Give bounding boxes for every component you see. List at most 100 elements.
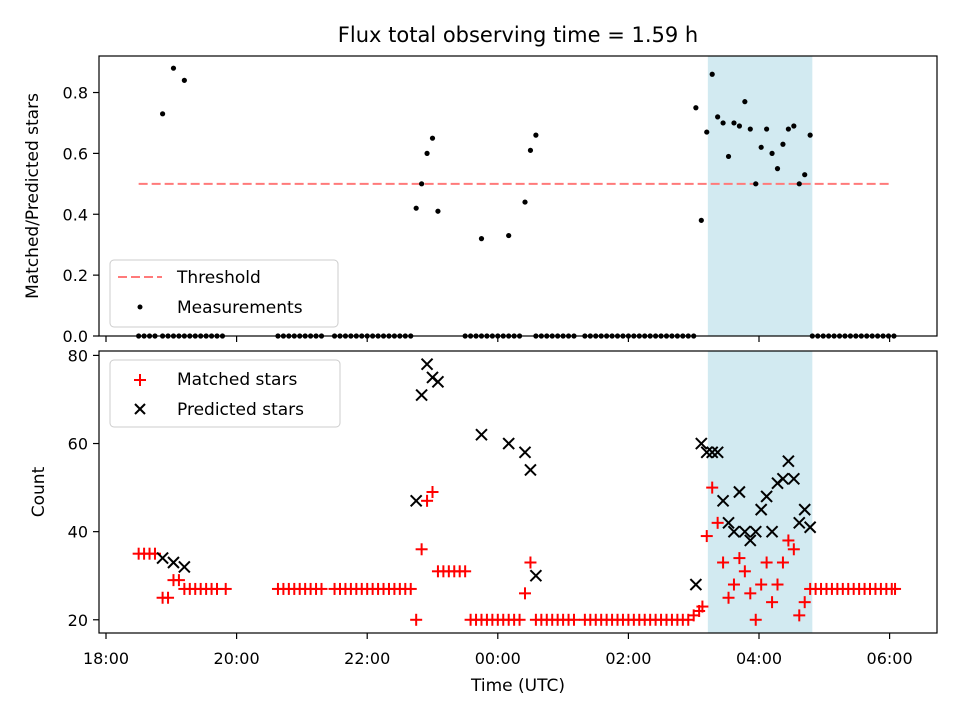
predicted-point [529, 569, 543, 582]
measurement-point [709, 71, 715, 77]
y-tick-label: 0.8 [63, 84, 88, 103]
bottom-legend: Matched stars Predicted stars [109, 359, 341, 428]
predicted-point [749, 525, 762, 538]
predicted-point [793, 516, 806, 530]
x-tick-label: 00:00 [475, 649, 521, 668]
matched-point [513, 613, 526, 626]
measurement-point [693, 105, 699, 111]
predicted-point [733, 485, 746, 499]
matched-point [172, 574, 185, 587]
matched-point [744, 587, 757, 600]
matched-legend-swatch [134, 374, 146, 386]
predicted-point [475, 428, 488, 441]
predicted-point [695, 437, 708, 450]
y-tick-label: 60 [68, 435, 88, 454]
predicted-point [502, 437, 515, 450]
top-y-axis: 0.0 0.2 0.4 0.6 0.8 [63, 84, 99, 346]
measurement-point [791, 123, 797, 129]
predicted-point [415, 388, 428, 402]
y-tick-label: 20 [68, 611, 88, 630]
x-tick-label: 06:00 [867, 649, 913, 668]
x-tick-label: 02:00 [605, 649, 651, 668]
measurement-point [419, 181, 425, 187]
matched-point [798, 596, 811, 609]
matched-point [219, 582, 232, 595]
matched-point [315, 582, 328, 595]
measurement-point [715, 114, 721, 120]
predicted-point [798, 503, 811, 516]
measurement-point [435, 208, 441, 214]
chart-title: Flux total observing time = 1.59 h [338, 23, 698, 47]
measurement-point [533, 132, 539, 138]
predicted-point [431, 375, 445, 389]
predicted-point [689, 578, 703, 591]
matched-point [567, 613, 580, 626]
matched-point [711, 516, 724, 529]
bottom-y-axis: 20 40 60 80 [68, 346, 99, 630]
predicted-point [716, 494, 730, 508]
predicted-point [700, 446, 713, 459]
measurement-point [769, 150, 775, 156]
measurement-point [736, 123, 743, 129]
matched-point [410, 613, 423, 626]
matched-point [760, 556, 773, 569]
measurement-point [522, 199, 528, 205]
matched-point [696, 600, 709, 613]
y-tick-label: 0.4 [63, 205, 88, 224]
measurement-point [780, 141, 786, 147]
bottom-panel-frame [98, 350, 938, 634]
matched-point [459, 565, 472, 578]
measurement-point [506, 232, 512, 239]
predicted-legend-label: Predicted stars [177, 400, 304, 420]
matched-point [426, 486, 439, 498]
measurement-point [424, 150, 430, 156]
matched-point [404, 582, 417, 595]
bottom-panel-highlight [707, 351, 813, 633]
y-tick-label: 0.0 [63, 327, 88, 346]
predicted-point [524, 463, 537, 477]
bottom-legend-box [109, 359, 341, 428]
matched-point [717, 556, 730, 569]
predicted-point [787, 472, 801, 485]
measurement-point [413, 205, 419, 211]
bottom-x-axis: 18:00 20:00 22:00 00:00 02:00 04:00 06:00 [83, 633, 913, 668]
top-panel: 0.00.20.40.60.8 Matched/Predicted stars … [23, 55, 938, 346]
predicted-point [776, 472, 790, 485]
matched-point [519, 587, 532, 600]
measurement-point [725, 153, 732, 160]
measurement-point [159, 111, 166, 117]
measurement-point [774, 166, 781, 172]
measurement-point [170, 65, 177, 71]
measurement-point [764, 126, 770, 132]
predicted-point [760, 490, 773, 503]
matched-point [738, 565, 751, 578]
predicted-point [167, 556, 180, 569]
matched-point [415, 543, 428, 556]
predicted-legend-swatch [134, 403, 146, 415]
predicted-point [727, 525, 741, 538]
matched-point [749, 613, 762, 626]
matched-point [793, 609, 806, 622]
x-tick-label: 04:00 [736, 649, 782, 668]
measurements-legend-label: Measurements [177, 298, 303, 318]
predicted-point [754, 503, 768, 516]
measurement-point [796, 181, 802, 187]
measurement-point [747, 126, 753, 132]
threshold-legend-label: Threshold [176, 268, 261, 288]
x-axis-label: Time (UTC) [470, 676, 565, 696]
top-panel-highlight [707, 56, 813, 336]
bottom-panel: 20 40 60 80 18:00 20:00 22:00 00:00 02:00 04:00 0… [29, 346, 938, 696]
measurement-point [731, 120, 737, 126]
matched-point [776, 556, 789, 569]
measurement-point [785, 126, 791, 132]
top-legend: Threshold Measurements [109, 259, 339, 328]
measurements-legend-swatch [137, 304, 143, 310]
measurement-point [742, 99, 748, 105]
measurement-point [429, 135, 436, 141]
measurement-point [720, 120, 726, 126]
predicted-point [420, 358, 434, 371]
matched-point [727, 578, 740, 591]
x-tick-label: 20:00 [214, 649, 260, 668]
predicted-point [744, 534, 757, 547]
